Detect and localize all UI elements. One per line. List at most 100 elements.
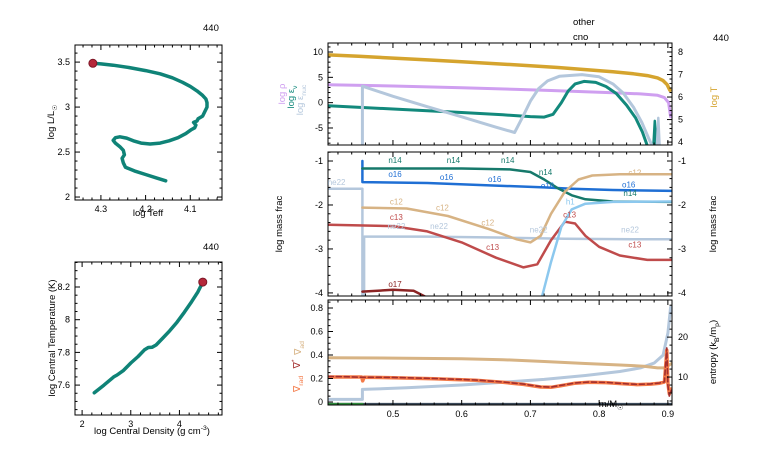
x-tick-label: 0.9: [662, 409, 675, 419]
figure-label-8: cno: [573, 32, 588, 43]
y-tick-label: 8.2: [57, 282, 70, 292]
figure-label-7: other: [573, 17, 595, 28]
y2-tick-label: 10: [678, 372, 688, 382]
current-model-marker: [198, 277, 208, 287]
profile-gradients-panel: 0.5 0.6 0.7 0.8 0.9 0 0.2 0.4 0.6 0.8 10 20: [310, 299, 688, 419]
profile-structure-panel: -5 0 5 10 4 5 6 7 8: [313, 42, 683, 147]
y-tick-label: -4: [315, 288, 323, 298]
figure-label-10: log εν: [286, 85, 299, 109]
isotope-label-ne22: ne22: [430, 222, 448, 231]
isotope-label-c12: c12: [481, 219, 494, 228]
isotope-label-o16: o16: [541, 181, 555, 190]
x-tick-label: 0.7: [524, 409, 537, 419]
x-tick-label: 0.5: [387, 409, 400, 419]
isotope-label-h1: h1: [566, 198, 575, 207]
figure-label-2: 440: [203, 23, 219, 34]
isotope-label-o16: o16: [440, 173, 454, 182]
figure-label-19: entropy (kB/mp): [708, 320, 721, 384]
isotope-label-ne22: ne22: [387, 222, 405, 231]
isotope-label-n14: n14: [501, 156, 515, 165]
y-tick-label: 10: [313, 47, 323, 57]
x-tick-label: 4: [177, 419, 182, 429]
figure-label-9: log ρ: [277, 83, 288, 104]
y2-tick-label: -4: [678, 288, 686, 298]
y-tick-label: 2.5: [57, 147, 70, 157]
isotope-label-c13: c13: [486, 243, 499, 252]
isotope-label-o16: o16: [622, 180, 636, 189]
x-tick-label: 3: [128, 419, 133, 429]
hr-diagram-panel: 4.3 4.2 4.1 2 2.5 3 3.5: [57, 44, 223, 214]
central-t-rho-frame: [74, 261, 223, 416]
isotope-label-o16: o16: [388, 170, 402, 179]
y-tick-label: -2: [315, 200, 323, 210]
series-log-eps-nuc-surface-spike: [655, 116, 661, 145]
isotope-label-c13: c13: [628, 241, 641, 250]
y2-tick-label: 4: [678, 137, 683, 147]
series-central-track: [92, 280, 205, 395]
y2-tick-label: 7: [678, 70, 683, 80]
isotope-label-ne22: ne22: [621, 226, 639, 235]
isotope-label-n14: n14: [623, 189, 637, 198]
x-tick-label: 0.8: [593, 409, 606, 419]
series-h1: [540, 200, 672, 296]
y-tick-label: 5: [318, 72, 323, 82]
series-log-eps-nuc: [360, 73, 654, 145]
y-tick-label: 0.4: [310, 350, 323, 360]
y-tick-label: 0: [318, 98, 323, 108]
figure-label-14: log mass frac: [708, 196, 719, 253]
figure-label-4: log Central Temperature (K): [47, 279, 58, 396]
isotope-label-c13: c13: [563, 210, 576, 219]
series-n14: [361, 167, 672, 204]
x-tick-label: 0.6: [455, 409, 468, 419]
y-tick-label: 0.2: [310, 374, 323, 384]
isotope-label-o16: o16: [488, 175, 502, 184]
figure-label-17: ∇*: [291, 359, 303, 369]
y2-tick-label: -2: [678, 200, 686, 210]
series-ne22: [328, 187, 672, 296]
isotope-label-ne22: ne22: [530, 226, 548, 235]
profile-gradients-frame: [327, 299, 673, 406]
series-o17: [361, 288, 427, 296]
isotope-label-o17: o17: [388, 280, 402, 289]
hr-diagram-series-group: [91, 61, 209, 183]
figure-label-16: ∇ad: [293, 341, 306, 356]
y2-tick-label: 5: [678, 115, 683, 125]
figure-label-0: log Teff: [133, 208, 164, 219]
isotope-label-ne22: ne22: [328, 178, 346, 187]
series-grad-actual: [328, 347, 672, 397]
series-log-T: [328, 53, 672, 93]
x-tick-label: 4.2: [139, 204, 152, 214]
series-c12: [361, 172, 672, 244]
profile-gradients-series-group: [328, 305, 672, 405]
y-tick-label: 7.6: [57, 380, 70, 390]
figure-label-3: log Central Density (g cm-3): [94, 425, 210, 437]
series-o16: [361, 159, 672, 193]
y-tick-label: 7.8: [57, 347, 70, 357]
x-tick-label: 2: [80, 419, 85, 429]
isotope-label-n14: n14: [447, 156, 461, 165]
y-tick-label: 3.5: [57, 57, 70, 67]
figure-label-18: ∇rad: [292, 376, 305, 393]
profile-structure-series-group: [328, 53, 672, 145]
series-evolution-track: [91, 61, 209, 183]
y-tick-label: -3: [315, 244, 323, 254]
figure-label-5: 440: [203, 242, 219, 253]
series-c13: [328, 220, 672, 269]
profile-abundances-frame: [327, 151, 673, 297]
isotope-label-n14: n14: [388, 156, 402, 165]
y2-tick-label: 8: [678, 47, 683, 57]
figure-label-1: log L/L☉: [46, 105, 59, 140]
y-tick-label: 2: [65, 192, 70, 202]
y-tick-label: -1: [315, 156, 323, 166]
figure-label-15: m/M☉: [599, 399, 624, 412]
y-tick-label: 0.8: [310, 303, 323, 313]
x-tick-label: 4.3: [95, 204, 108, 214]
hr-diagram-frame: [74, 44, 223, 201]
isotope-label-c12: c12: [628, 169, 641, 178]
y-tick-label: 8: [65, 315, 70, 325]
y-tick-label: 0.6: [310, 326, 323, 336]
isotope-label-c13: c13: [390, 213, 403, 222]
